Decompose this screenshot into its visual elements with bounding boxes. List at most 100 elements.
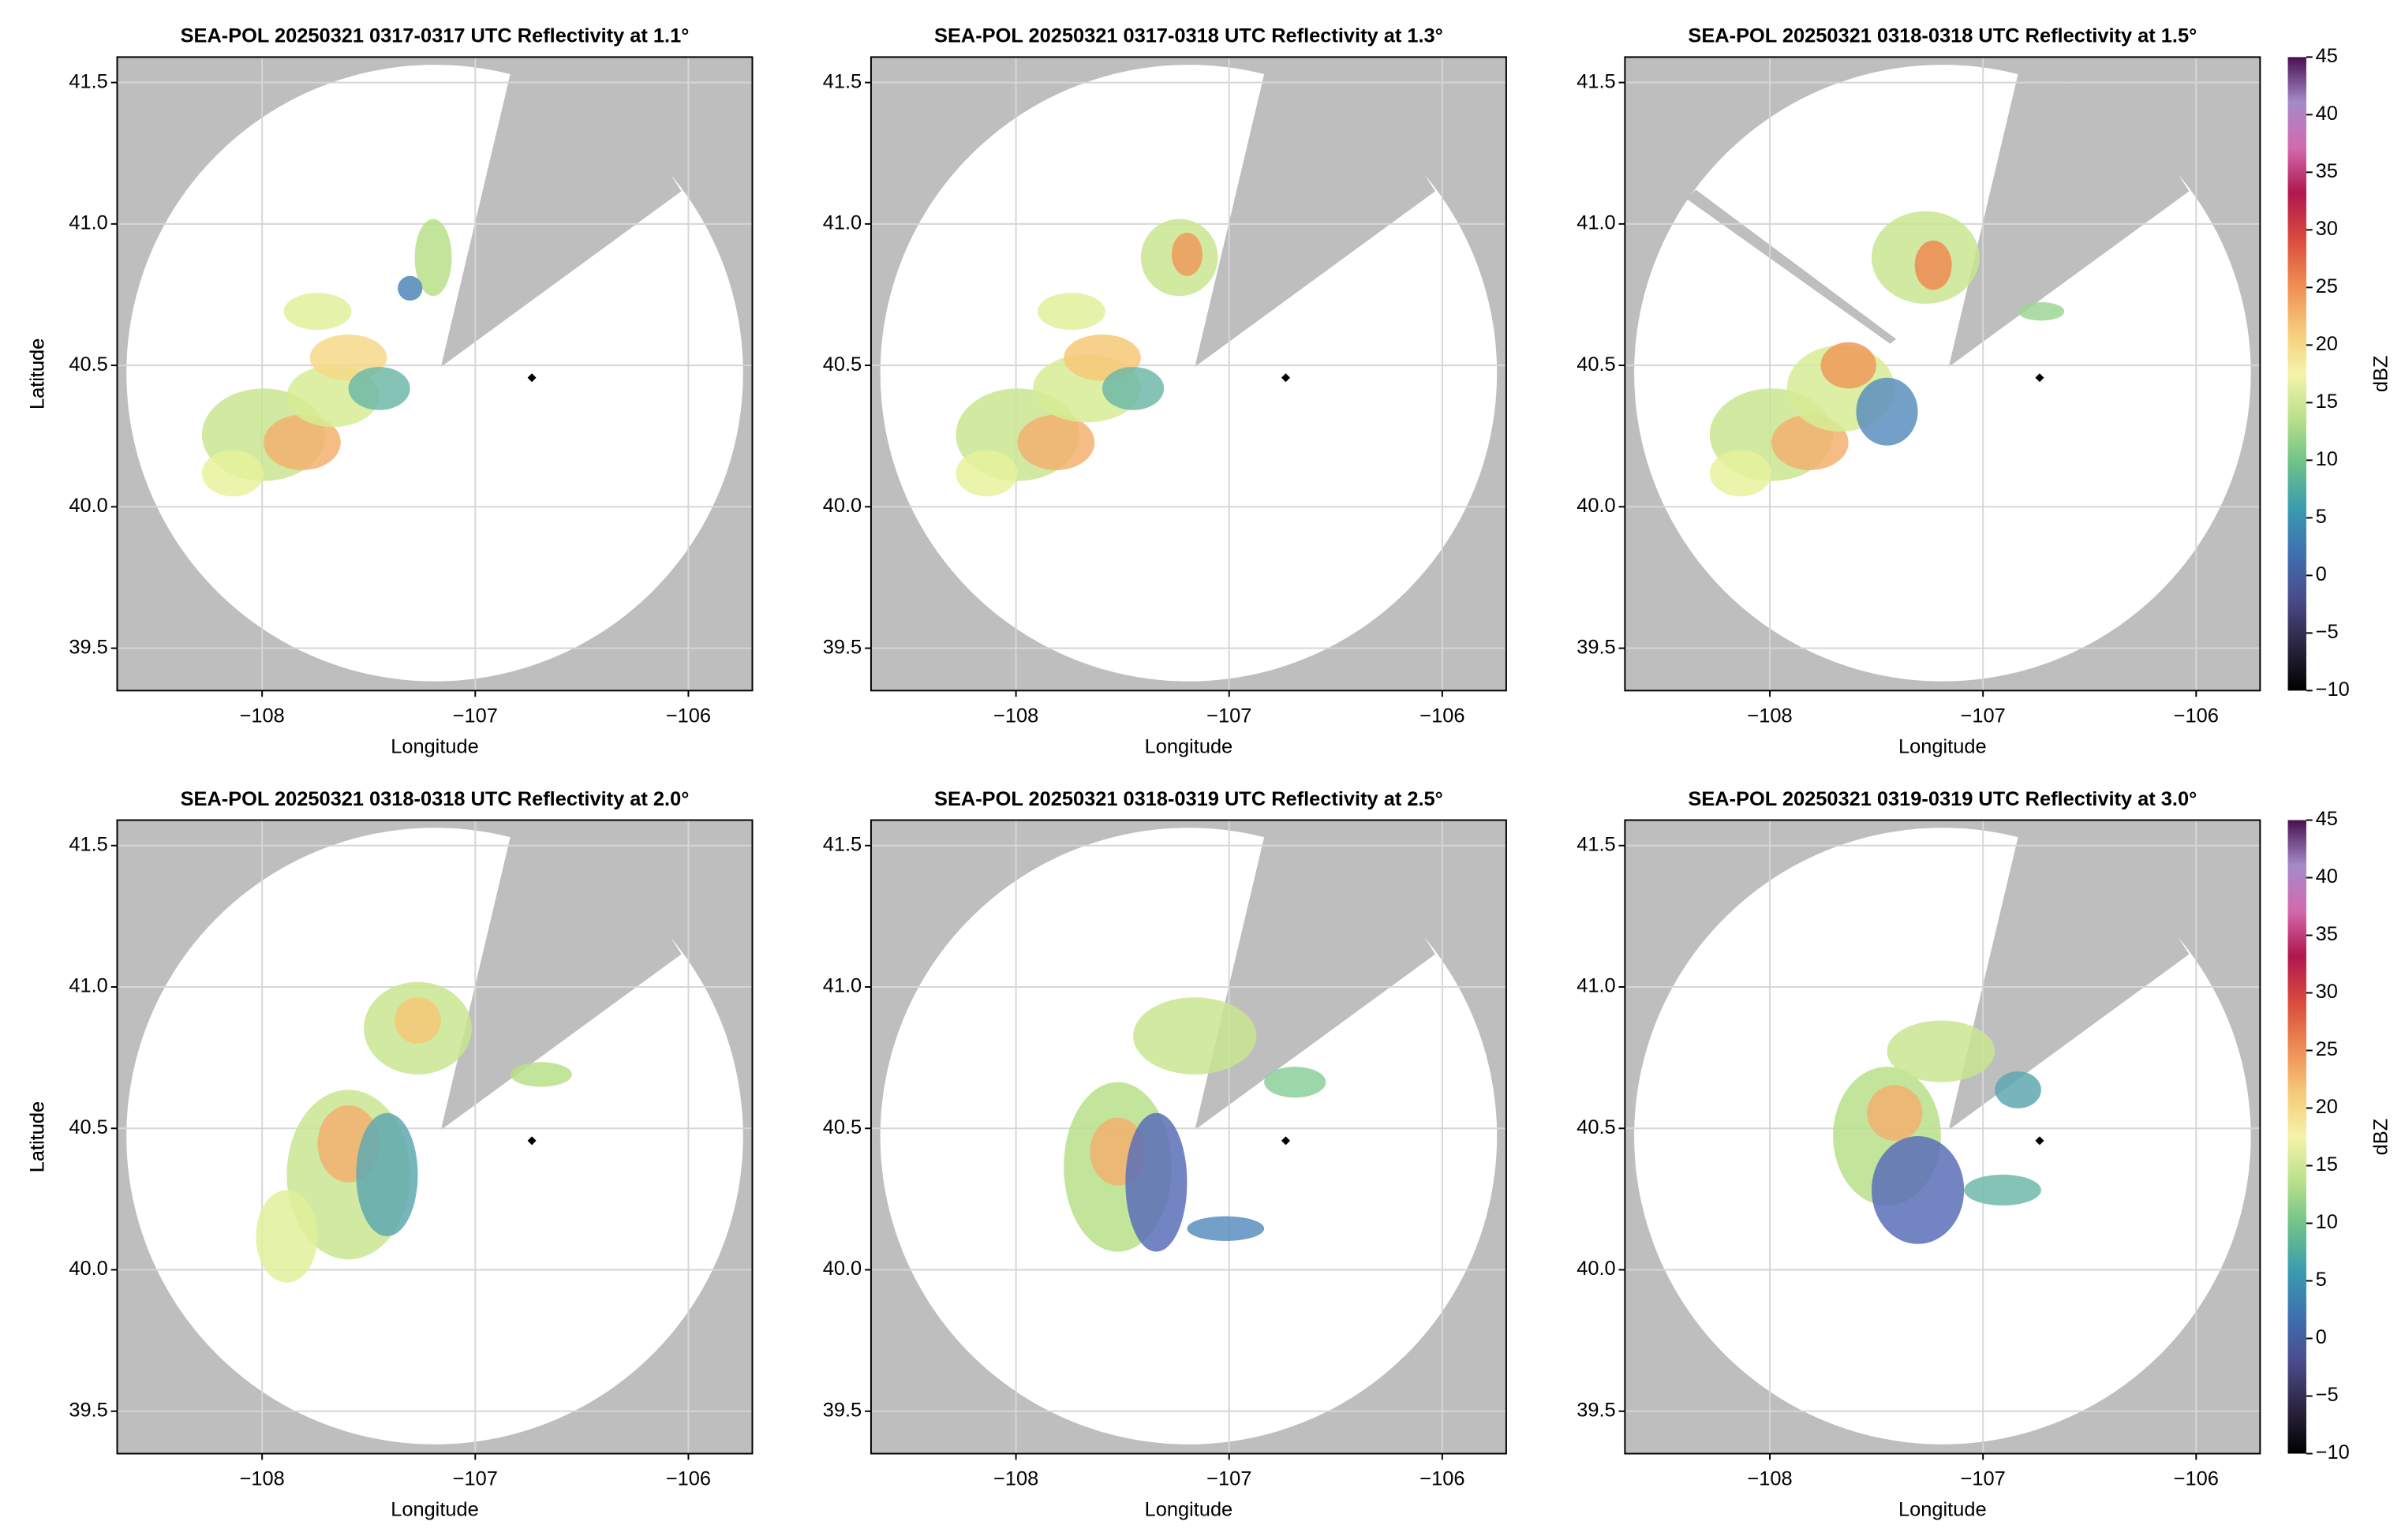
- echo: [1871, 1136, 1965, 1244]
- colorbar-tick-label: 5: [2316, 1269, 2327, 1291]
- x-tick-label: −107: [1961, 705, 2006, 727]
- y-axis-label: Latitude: [27, 338, 49, 409]
- colorbar-tick-label: 40: [2316, 865, 2338, 888]
- echo: [1856, 377, 1918, 446]
- y-tick-label: 41.0: [1577, 975, 1615, 997]
- y-tick-label: 40.0: [69, 495, 107, 517]
- plot-area: [870, 820, 1506, 1454]
- colorbar-tick-label: 30: [2316, 218, 2338, 240]
- y-tick-label: 40.0: [1577, 495, 1615, 517]
- y-tick-label: 39.5: [823, 1399, 862, 1421]
- echo: [398, 275, 423, 301]
- y-tick-label: 40.5: [823, 1116, 862, 1138]
- x-tick-label: −108: [240, 1467, 285, 1490]
- x-tick-label: −106: [1419, 705, 1464, 727]
- echo: [1102, 367, 1165, 410]
- chart-title: SEA-POL 20250321 0317-0318 UTC Reflectiv…: [934, 25, 1443, 47]
- x-axis-label: Longitude: [1145, 735, 1233, 757]
- echo: [395, 997, 441, 1044]
- y-axis-label: Latitude: [27, 1101, 49, 1172]
- y-tick-label: 41.5: [69, 833, 107, 855]
- axes-frame: [116, 819, 754, 1455]
- echo: [1133, 997, 1257, 1075]
- colorbar-tick-label: 0: [2316, 563, 2327, 585]
- echo: [264, 414, 341, 470]
- colorbar-tick-label: −5: [2316, 621, 2339, 643]
- colorbar-tick-label: −10: [2316, 1441, 2350, 1463]
- y-tick-label: 41.0: [69, 212, 107, 234]
- colorbar-tick-label: 30: [2316, 981, 2338, 1003]
- echo: [1125, 1112, 1188, 1252]
- y-tick-label: 41.5: [823, 833, 862, 855]
- y-tick-label: 40.0: [823, 1258, 862, 1280]
- axes-frame: [870, 819, 1507, 1455]
- radar-marker: [2035, 1136, 2044, 1146]
- x-tick-label: −106: [1419, 1467, 1464, 1490]
- blocked-sector: [440, 836, 682, 1131]
- y-tick-label: 40.5: [1577, 1116, 1615, 1138]
- blocked-sector: [1195, 836, 1436, 1131]
- echo: [1995, 1071, 2041, 1108]
- plot-area: [870, 57, 1506, 691]
- y-tick-label: 40.0: [69, 1258, 107, 1280]
- y-axis-label: Latitude: [27, 338, 49, 409]
- colorbar-tick-label: 10: [2316, 448, 2338, 470]
- x-tick-label: −106: [666, 705, 711, 727]
- x-axis-label: Longitude: [391, 1499, 479, 1521]
- y-tick-label: 41.0: [69, 975, 107, 997]
- echo: [201, 450, 264, 497]
- x-axis-label: Longitude: [391, 735, 479, 757]
- axes-frame: [1624, 819, 2261, 1455]
- y-tick-label: 41.5: [1577, 833, 1615, 855]
- colorbar-tick-label: 35: [2316, 160, 2338, 182]
- echo: [1037, 293, 1105, 331]
- y-tick-label: 41.5: [823, 70, 862, 92]
- y-tick-label: 41.0: [1577, 212, 1615, 234]
- colorbar: [2287, 57, 2306, 691]
- blocked-sector: [1195, 73, 1436, 368]
- colorbar-tick-label: 25: [2316, 1038, 2338, 1060]
- blocked-beam: [1686, 189, 1897, 344]
- echo: [1964, 1174, 2041, 1205]
- x-tick-label: −106: [2174, 1467, 2219, 1490]
- echo: [1914, 240, 1952, 290]
- blocked-sector: [440, 73, 682, 368]
- colorbar: [2287, 820, 2306, 1454]
- echo: [283, 293, 352, 331]
- x-tick-label: −106: [666, 1467, 711, 1490]
- colorbar-tick-label: −5: [2316, 1384, 2339, 1406]
- colorbar-tick-label: 15: [2316, 1153, 2338, 1176]
- echo: [1264, 1067, 1326, 1098]
- echo: [510, 1062, 572, 1087]
- y-tick-label: 41.0: [823, 975, 862, 997]
- x-tick-label: −107: [453, 1467, 498, 1490]
- colorbar-tick-label: 20: [2316, 1096, 2338, 1118]
- blocked-sector: [1948, 73, 2190, 368]
- y-axis-label: Latitude: [27, 1101, 49, 1172]
- echo: [1709, 450, 1771, 497]
- blocked-sector: [1948, 836, 2190, 1131]
- y-axis-label: Latitude: [27, 1101, 49, 1172]
- chart-title: SEA-POL 20250321 0318-0318 UTC Reflectiv…: [1688, 25, 2197, 47]
- plot-area: [117, 820, 753, 1454]
- colorbar-label: dBZ: [2369, 356, 2392, 393]
- plot-area: [117, 57, 753, 691]
- y-axis-label: Latitude: [27, 338, 49, 409]
- y-tick-label: 41.0: [823, 212, 862, 234]
- colorbar-tick-label: 5: [2316, 506, 2327, 528]
- chart-title: SEA-POL 20250321 0318-0319 UTC Reflectiv…: [934, 788, 1443, 810]
- x-tick-label: −108: [240, 705, 285, 727]
- colorbar-tick-label: 20: [2316, 333, 2338, 355]
- colorbar-tick-label: 45: [2316, 45, 2338, 67]
- y-tick-label: 39.5: [69, 636, 107, 658]
- x-tick-label: −107: [1961, 1467, 2006, 1490]
- y-tick-label: 40.0: [823, 495, 862, 517]
- y-tick-label: 40.5: [823, 353, 862, 376]
- echo: [356, 1112, 418, 1237]
- y-tick-label: 39.5: [823, 636, 862, 658]
- chart-title: SEA-POL 20250321 0319-0319 UTC Reflectiv…: [1688, 788, 2197, 810]
- y-tick-label: 39.5: [1577, 636, 1615, 658]
- x-tick-label: −107: [1206, 1467, 1251, 1490]
